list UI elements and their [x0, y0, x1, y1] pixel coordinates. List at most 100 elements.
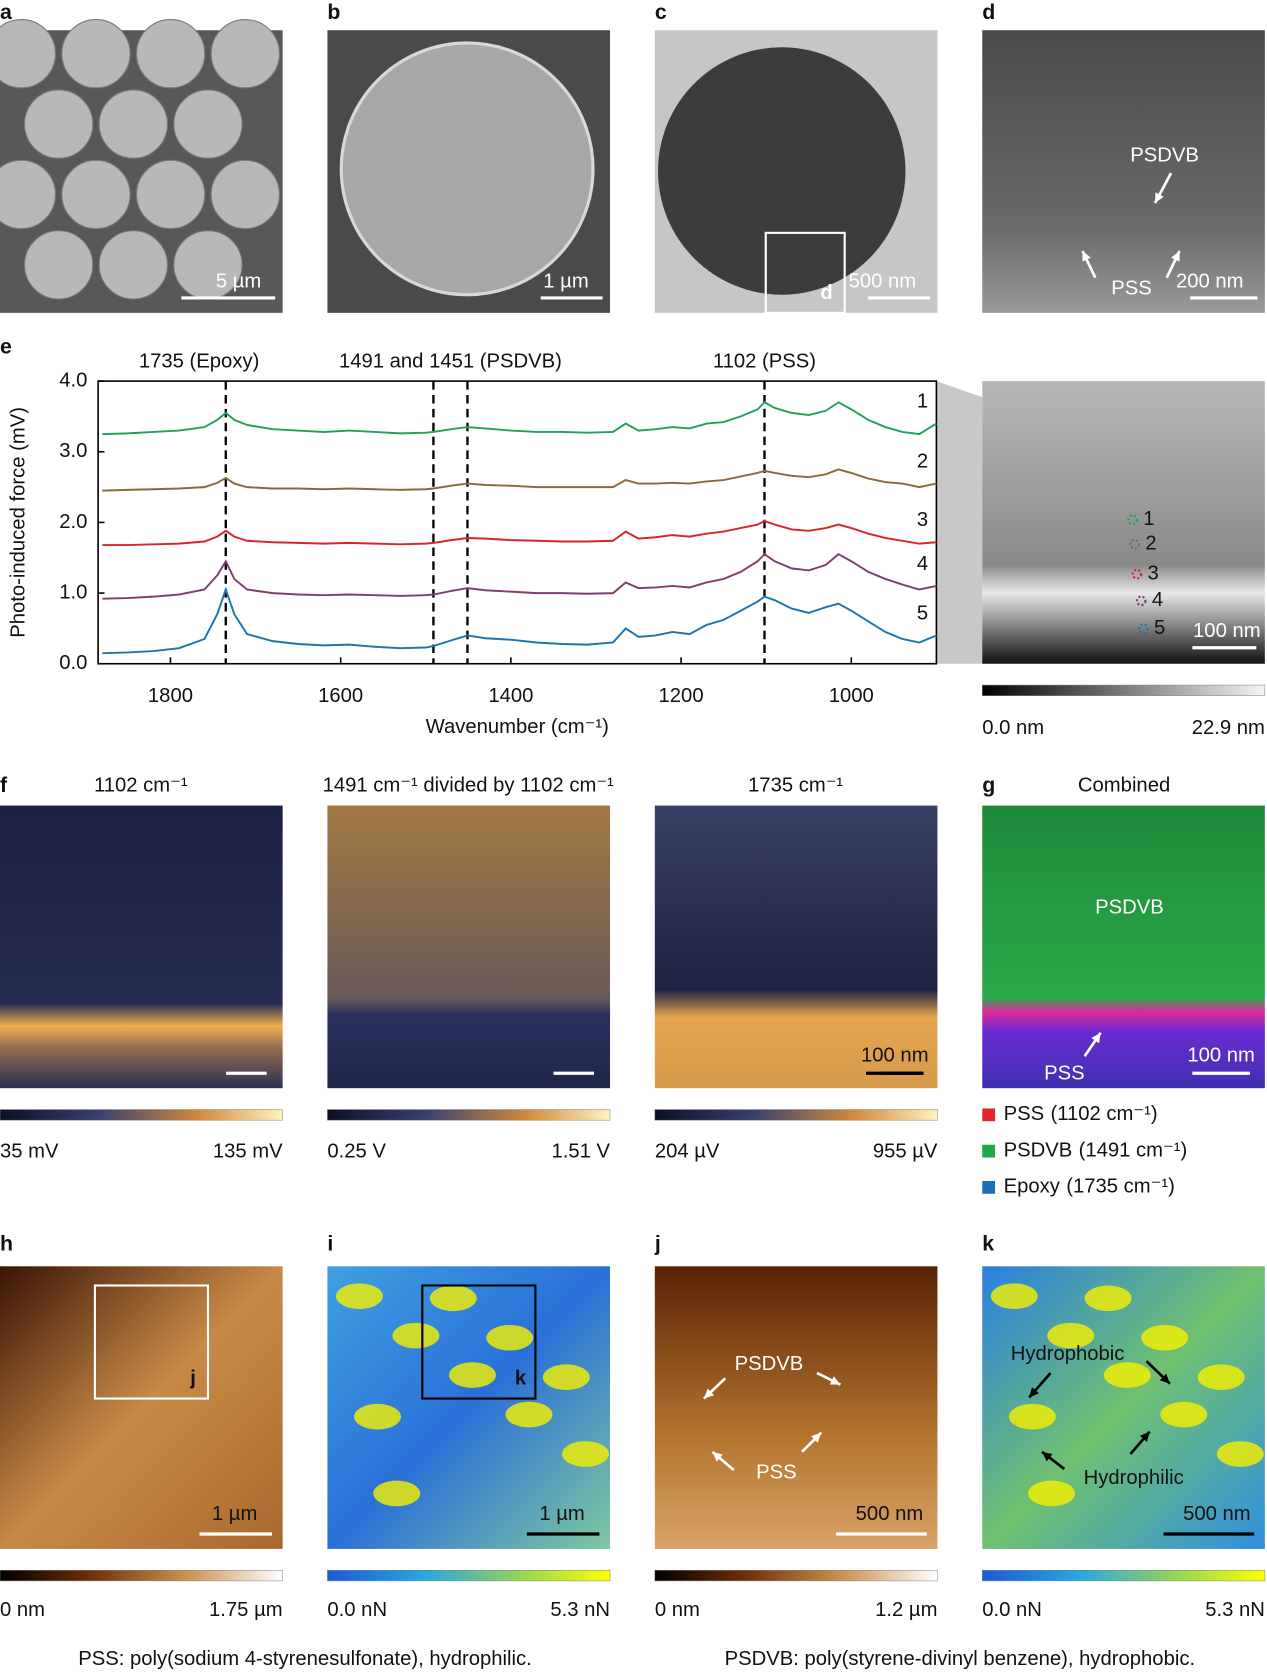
map-label: Hydrophobic — [1011, 1343, 1125, 1365]
legend-swatch — [982, 1108, 996, 1122]
scale-label: 100 nm — [1187, 1045, 1255, 1067]
pifm-map — [0, 805, 283, 1089]
panel-letter: e — [0, 335, 12, 359]
measure-point — [1129, 538, 1141, 550]
panel-letter: i — [327, 1232, 333, 1256]
colorbar-label: 0.0 nm — [982, 717, 1044, 739]
series-label: 3 — [917, 509, 928, 531]
arrow-head — [1091, 1032, 1101, 1044]
x-axis-label: Wavenumber (cm⁻¹) — [426, 716, 609, 738]
feature — [1008, 1403, 1056, 1430]
feature — [429, 1285, 477, 1312]
scale-label: 500 nm — [849, 270, 917, 292]
inset-box — [93, 1284, 210, 1400]
spectrum-line — [102, 552, 937, 600]
combined-map — [982, 805, 1265, 1089]
legend-detail: (1102 cm⁻¹) — [1051, 1103, 1158, 1125]
particle — [210, 159, 280, 230]
particle — [61, 19, 131, 89]
point-label: 5 — [1154, 617, 1165, 639]
panel-letter: f — [0, 773, 8, 797]
map-label: PSDVB — [735, 1353, 804, 1375]
inset-box — [764, 231, 846, 314]
particle — [0, 159, 56, 230]
legend-name: Epoxy — [1004, 1176, 1061, 1198]
particle — [98, 89, 168, 159]
arrow-head — [703, 1388, 715, 1399]
x-tick-label: 1800 — [148, 685, 193, 707]
spectrum-line — [102, 401, 937, 436]
particle — [0, 19, 56, 89]
colorbar-label: 0.0 nN — [327, 1599, 387, 1621]
plot-frame — [97, 380, 938, 665]
colorbar-label: 5.3 nN — [1205, 1599, 1265, 1621]
x-tick-label: 1600 — [318, 685, 363, 707]
map-label: PSDVB — [1095, 896, 1164, 918]
colorbar-label: 955 µV — [873, 1141, 938, 1163]
arrow-head — [1041, 1451, 1053, 1462]
feature — [354, 1403, 402, 1430]
feature — [1028, 1480, 1076, 1507]
particle — [98, 230, 168, 300]
scale-label: 500 nm — [1183, 1503, 1251, 1525]
colorbar — [327, 1569, 611, 1582]
pifm-map — [654, 805, 938, 1089]
particle — [23, 89, 94, 159]
colorbar-label: 0 nm — [0, 1599, 45, 1621]
measure-point — [1135, 595, 1147, 607]
inset-label: d — [820, 282, 832, 304]
inset-label: k — [515, 1368, 527, 1390]
x-tick-label: 1400 — [488, 685, 533, 707]
y-tick-label: 1.0 — [59, 581, 87, 603]
colorbar-label: 0.25 V — [327, 1141, 386, 1163]
footnote: PSDVB: poly(styrene-divinyl benzene), hy… — [725, 1648, 1196, 1670]
point-label: 1 — [1143, 508, 1154, 530]
particle — [135, 159, 206, 230]
feature — [562, 1441, 609, 1467]
feature — [1141, 1324, 1189, 1351]
colorbar-label: 0.0 nN — [982, 1599, 1042, 1621]
map-label: PSS — [756, 1462, 797, 1484]
colorbar — [0, 1109, 283, 1121]
feature — [1084, 1285, 1132, 1312]
map-label: PSS — [1044, 1063, 1085, 1085]
arrow-head — [1159, 1373, 1170, 1384]
colorbar-label: 135 mV — [213, 1141, 283, 1163]
x-tick-label: 1200 — [659, 685, 704, 707]
colorbar — [981, 1569, 1266, 1582]
arrow-head — [1171, 250, 1180, 262]
series-label: 2 — [917, 451, 928, 473]
panel-letter: k — [982, 1232, 994, 1256]
spectrum-line — [102, 586, 937, 655]
scale-label: 500 nm — [856, 1503, 924, 1525]
legend-detail: (1491 cm⁻¹) — [1079, 1139, 1188, 1161]
inset-label: j — [189, 1368, 196, 1390]
footnote: PSS: poly(sodium 4-styrenesulfonate), hy… — [78, 1648, 532, 1670]
particle — [658, 47, 906, 295]
measure-point — [1137, 623, 1149, 634]
legend-name: PSS — [1004, 1103, 1045, 1125]
feature — [1160, 1401, 1208, 1428]
feature — [542, 1364, 590, 1391]
arrow-head — [1139, 1431, 1150, 1442]
scale-label: 1 µm — [212, 1503, 257, 1525]
legend-detail: (1735 cm⁻¹) — [1066, 1176, 1175, 1198]
particle — [61, 159, 131, 230]
colorbar-label: 1.75 µm — [209, 1599, 283, 1621]
annotation: 1491 and 1451 (PSDVB) — [339, 350, 562, 372]
arrow-head — [712, 1451, 723, 1462]
feature — [990, 1283, 1038, 1309]
colorbar-label: 0 nm — [655, 1599, 700, 1621]
point-label: 4 — [1152, 589, 1163, 611]
series-label: 4 — [917, 553, 928, 575]
feature — [486, 1324, 534, 1351]
colorbar-label: 5.3 nN — [550, 1599, 610, 1621]
measure-point — [1131, 568, 1143, 580]
feature — [448, 1362, 496, 1388]
colorbar-label: 1.2 µm — [875, 1599, 937, 1621]
spectrum-line — [102, 468, 937, 492]
colorbar — [0, 1569, 283, 1582]
particle — [210, 19, 280, 89]
colorbar-label: 22.9 nm — [1192, 717, 1265, 739]
